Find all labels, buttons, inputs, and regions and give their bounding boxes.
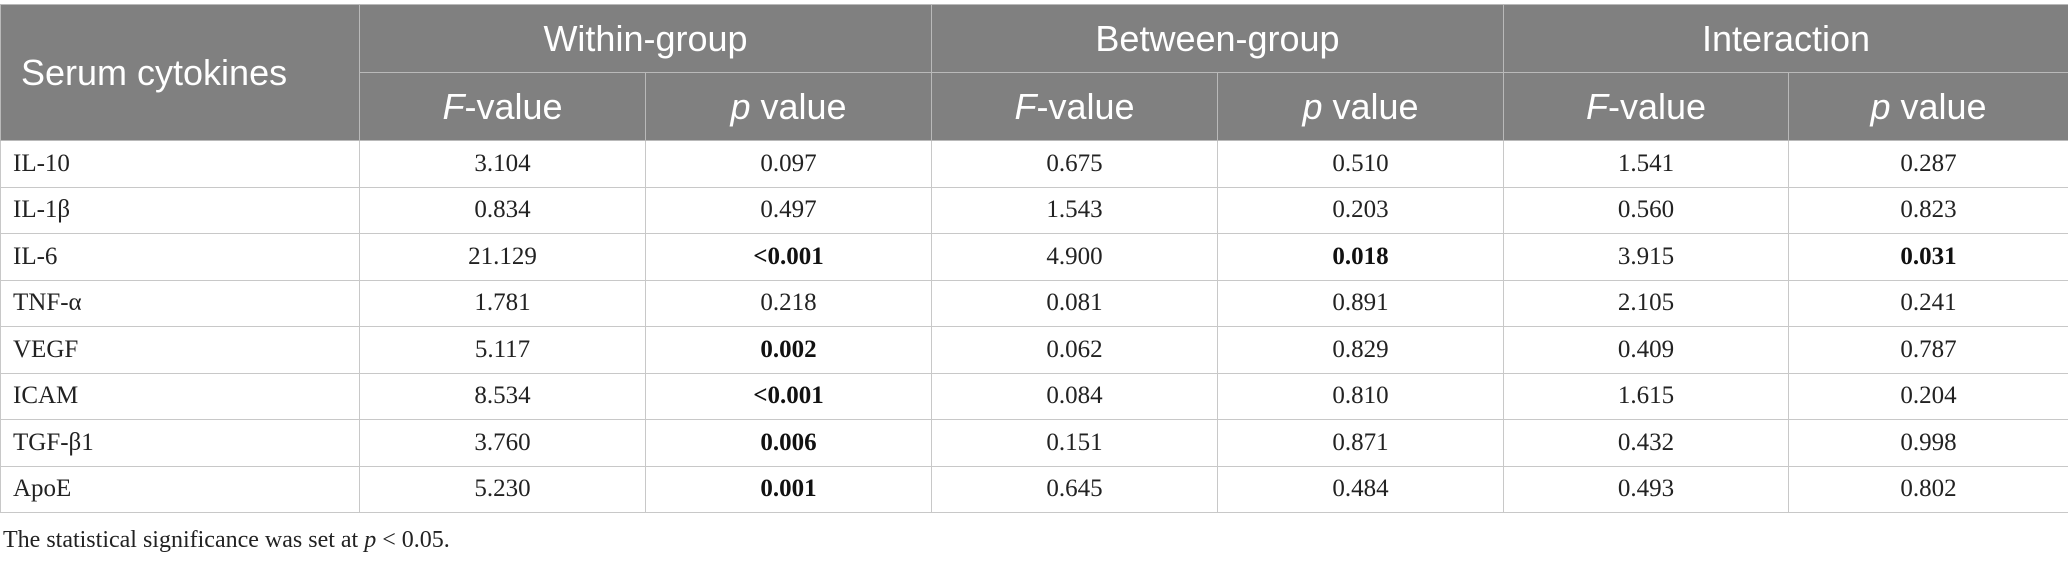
f-value-cell: 2.105 (1503, 279, 1790, 327)
p-value-cell: 0.484 (1216, 465, 1505, 513)
p-value-cell: 0.810 (1216, 372, 1505, 420)
f-value-cell: 0.084 (931, 372, 1218, 420)
table-body: IL-10 3.104 0.097 0.675 0.510 1.541 0.287 IL-1β… (0, 140, 2068, 513)
f-value-cell: 0.062 (931, 326, 1218, 374)
f-value-cell: 0.645 (931, 465, 1218, 513)
f-value-cell: 0.432 (1503, 419, 1790, 467)
table-row: ApoE 5.230 0.001 0.645 0.484 0.493 0.802 (0, 465, 2068, 513)
cytokine-name-cell: IL-10 (0, 140, 360, 188)
p-value-cell: 0.287 (1788, 140, 2068, 188)
p-value-cell: 0.203 (1216, 186, 1505, 234)
row-label-header: Serum cytokines (0, 4, 360, 141)
f-value-cell: 21.129 (359, 233, 646, 281)
p-value-cell: 0.006 (645, 419, 932, 467)
subheader-p-value: p value (1216, 72, 1505, 141)
p-value-cell: 0.998 (1788, 419, 2068, 467)
table-row: IL-1β 0.834 0.497 1.543 0.203 0.560 0.823 (0, 186, 2068, 234)
f-value-cell: 1.615 (1503, 372, 1790, 420)
p-value-cell: <0.001 (645, 233, 932, 281)
p-value-cell: 0.802 (1788, 465, 2068, 513)
p-value-cell: 0.241 (1788, 279, 2068, 327)
cytokine-name-cell: VEGF (0, 326, 360, 374)
p-value-cell: 0.031 (1788, 233, 2068, 281)
f-value-cell: 3.760 (359, 419, 646, 467)
table-row: TGF-β1 3.760 0.006 0.151 0.871 0.432 0.998 (0, 419, 2068, 467)
f-value-cell: 5.230 (359, 465, 646, 513)
group-header-interaction: Interaction (1503, 4, 2068, 73)
f-value-cell: 1.541 (1503, 140, 1790, 188)
f-value-cell: 1.543 (931, 186, 1218, 234)
p-value-cell: 0.218 (645, 279, 932, 327)
p-value-cell: 0.829 (1216, 326, 1505, 374)
cytokine-name-cell: TNF-α (0, 279, 360, 327)
p-value-cell: 0.204 (1788, 372, 2068, 420)
p-value-cell: 0.497 (645, 186, 932, 234)
results-table: Serum cytokines Within-group Between-gro… (0, 4, 2068, 513)
table-footnote: The statistical significance was set at … (3, 527, 450, 553)
p-value-cell: 0.871 (1216, 419, 1505, 467)
table-row: TNF-α 1.781 0.218 0.081 0.891 2.105 0.241 (0, 279, 2068, 327)
p-value-cell: 0.018 (1216, 233, 1505, 281)
p-value-cell: 0.097 (645, 140, 932, 188)
table-row: IL-10 3.104 0.097 0.675 0.510 1.541 0.287 (0, 140, 2068, 188)
cytokine-name-cell: ICAM (0, 372, 360, 420)
f-value-cell: 0.151 (931, 419, 1218, 467)
subheader-f-value: F-value (931, 72, 1218, 141)
table-row: VEGF 5.117 0.002 0.062 0.829 0.409 0.787 (0, 326, 2068, 374)
f-value-cell: 0.493 (1503, 465, 1790, 513)
p-value-cell: 0.001 (645, 465, 932, 513)
cytokine-name-cell: IL-1β (0, 186, 360, 234)
results-table-container: Serum cytokines Within-group Between-gro… (0, 4, 2068, 513)
f-value-cell: 0.560 (1503, 186, 1790, 234)
group-header-within: Within-group (359, 4, 932, 73)
f-value-cell: 8.534 (359, 372, 646, 420)
f-value-cell: 5.117 (359, 326, 646, 374)
f-value-cell: 3.915 (1503, 233, 1790, 281)
f-value-cell: 0.834 (359, 186, 646, 234)
cytokine-name-cell: TGF-β1 (0, 419, 360, 467)
p-value-cell: <0.001 (645, 372, 932, 420)
f-value-cell: 3.104 (359, 140, 646, 188)
cytokine-name-cell: IL-6 (0, 233, 360, 281)
p-value-cell: 0.891 (1216, 279, 1505, 327)
table-row: IL-6 21.129 <0.001 4.900 0.018 3.915 0.031 (0, 233, 2068, 281)
f-value-cell: 4.900 (931, 233, 1218, 281)
f-value-cell: 0.081 (931, 279, 1218, 327)
cytokine-name-cell: ApoE (0, 465, 360, 513)
p-value-cell: 0.002 (645, 326, 932, 374)
f-value-cell: 1.781 (359, 279, 646, 327)
p-value-cell: 0.787 (1788, 326, 2068, 374)
p-value-cell: 0.510 (1216, 140, 1505, 188)
f-value-cell: 0.675 (931, 140, 1218, 188)
table-header: Serum cytokines Within-group Between-gro… (0, 4, 2068, 141)
p-value-cell: 0.823 (1788, 186, 2068, 234)
subheader-p-value: p value (645, 72, 932, 141)
subheader-f-value: F-value (359, 72, 646, 141)
subheader-p-value: p value (1788, 72, 2068, 141)
table-row: ICAM 8.534 <0.001 0.084 0.810 1.615 0.204 (0, 372, 2068, 420)
group-header-between: Between-group (930, 4, 1505, 73)
f-value-cell: 0.409 (1503, 326, 1790, 374)
subheader-f-value: F-value (1503, 72, 1790, 141)
